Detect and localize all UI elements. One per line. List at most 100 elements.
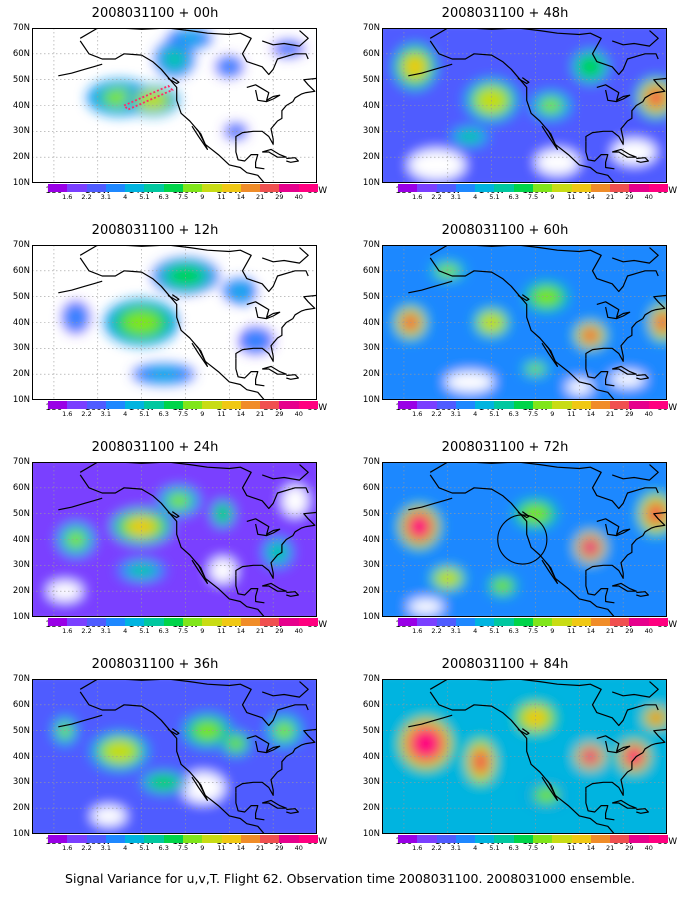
- legend-tick-label: 40: [644, 844, 653, 852]
- legend-swatch: [610, 835, 630, 843]
- coastline: [517, 728, 530, 736]
- variance-contour: [581, 328, 599, 343]
- legend-swatch: [48, 401, 68, 409]
- map-border: [32, 462, 317, 617]
- legend-tick-label: 5.1: [489, 627, 500, 635]
- legend-swatch: [571, 184, 592, 192]
- legend-swatch: [455, 835, 476, 843]
- legend-swatch: [183, 618, 203, 626]
- lat-tick-label: 40N: [362, 751, 380, 762]
- lat-tick-label: 60N: [12, 265, 30, 276]
- map-plot-area: 70N60N50N40N30N20N10N180160W140W120W100W…: [13, 23, 327, 196]
- legend-tick-label: 6.3: [508, 410, 519, 418]
- legend-tick-label: 29: [275, 844, 284, 852]
- coastline: [235, 294, 317, 362]
- variance-contour: [165, 50, 184, 68]
- map-grid: [382, 462, 667, 617]
- lat-tick-label: 10N: [362, 612, 380, 622]
- coastlines: [408, 245, 667, 400]
- variance-contour: [655, 312, 667, 333]
- coastline: [636, 157, 649, 163]
- variance-contour: [281, 44, 296, 53]
- map-panel: 2008031100 + 72h70N60N50N40N30N20N10N180…: [350, 440, 677, 640]
- lat-tick-label: 30N: [12, 560, 30, 571]
- map-panel: 2008031100 + 24h70N60N50N40N30N20N10N180…: [0, 440, 327, 640]
- map-plot-area: 70N60N50N40N30N20N10N180160W140W120W100W…: [363, 457, 677, 630]
- coastline: [79, 40, 265, 183]
- variance-contour: [412, 730, 440, 758]
- map-grid: [32, 28, 317, 183]
- color-legend: 1.6 2.2 3.1 4 5.1 6.3 7.5 9 11 14 21 29 40: [398, 835, 669, 855]
- lat-tick-label: 10N: [362, 829, 380, 839]
- legend-swatch: [298, 618, 319, 626]
- legend-swatch: [552, 184, 573, 192]
- legend-swatch: [144, 184, 165, 192]
- variance-map: [32, 679, 317, 834]
- legend-swatch: [221, 835, 242, 843]
- legend-tick-label: 5.1: [489, 193, 500, 201]
- legend-swatch: [648, 618, 669, 626]
- legend-tick-label: 1.6: [62, 410, 73, 418]
- variance-contour: [231, 285, 249, 298]
- map-grid: [382, 679, 667, 834]
- coastline: [585, 792, 615, 821]
- legend-tick-label: 11: [217, 193, 226, 201]
- coastline: [246, 518, 281, 537]
- coastline: [286, 808, 299, 814]
- coastline: [246, 301, 281, 320]
- legend-swatch: [279, 184, 300, 192]
- lat-tick-label: 60N: [12, 48, 30, 59]
- lat-tick-label: 20N: [362, 586, 380, 597]
- map-plot-area: 70N60N50N40N30N20N10N180160W140W120W100W…: [363, 240, 677, 413]
- coastline: [596, 518, 631, 537]
- legend-tick-label: 2.2: [81, 193, 92, 201]
- legend-swatch: [240, 835, 261, 843]
- variance-contour: [148, 369, 179, 380]
- legend-swatch: [163, 401, 184, 409]
- coastline: [429, 257, 615, 400]
- legend-swatch: [398, 184, 418, 192]
- lat-tick-label: 30N: [12, 126, 30, 137]
- coastline: [612, 799, 637, 809]
- coastline: [262, 365, 287, 375]
- variance-contour: [169, 267, 202, 285]
- legend-swatch: [513, 835, 534, 843]
- panel-title: 2008031100 + 24h: [91, 440, 219, 455]
- legend-swatch: [163, 835, 184, 843]
- legend-tick-label: 9: [200, 627, 205, 635]
- low-variance-region: [408, 149, 466, 181]
- legend-swatch: [629, 401, 650, 409]
- legend-swatch: [494, 618, 515, 626]
- lat-tick-label: 40N: [12, 317, 30, 328]
- legend-swatch: [398, 401, 418, 409]
- lat-tick-label: 20N: [362, 152, 380, 163]
- legend-swatch: [48, 618, 68, 626]
- legend-swatch: [648, 184, 669, 192]
- coastline: [79, 474, 265, 617]
- legend-swatch: [105, 618, 126, 626]
- legend-tick-label: 7.5: [177, 627, 189, 635]
- legend-swatch: [144, 835, 165, 843]
- variance-map: [382, 245, 667, 400]
- legend-swatch: [590, 184, 611, 192]
- legend-swatch: [86, 184, 107, 192]
- coastlines: [58, 462, 317, 617]
- legend-tick-label: 21: [606, 844, 615, 852]
- map-border: [32, 679, 317, 834]
- map-grid: [382, 245, 667, 400]
- variance-contour: [69, 309, 83, 325]
- legend-swatch: [260, 401, 280, 409]
- lat-tick-label: 20N: [12, 152, 30, 163]
- coastline: [286, 157, 299, 163]
- background-variance: [32, 679, 317, 834]
- legend-tick-label: 7.5: [527, 193, 539, 201]
- legend-tick-label: 6.3: [508, 627, 519, 635]
- map-panel: 2008031100 + 84h70N60N50N40N30N20N10N180…: [350, 657, 677, 857]
- legend-swatch: [610, 618, 630, 626]
- coastline: [58, 63, 103, 77]
- lat-tick-label: 50N: [362, 291, 380, 302]
- map-plot-area: 70N60N50N40N30N20N10N180160W140W120W100W…: [13, 240, 327, 413]
- legend-swatch: [67, 184, 88, 192]
- legend-tick-label: 14: [586, 410, 595, 418]
- legend-swatch: [513, 401, 534, 409]
